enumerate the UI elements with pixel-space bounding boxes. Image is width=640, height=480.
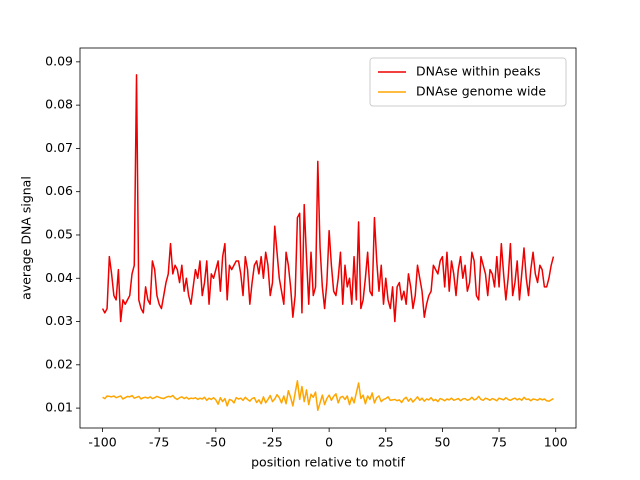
y-tick-label: 0.04 — [45, 270, 73, 285]
y-tick-label: 0.08 — [45, 97, 73, 112]
x-tick-label: -100 — [88, 435, 116, 450]
legend-label: DNAse genome wide — [416, 84, 546, 99]
x-tick-label: 75 — [491, 435, 507, 450]
y-tick-label: 0.01 — [45, 400, 73, 415]
x-axis-label: position relative to motif — [251, 455, 405, 470]
y-tick-label: 0.09 — [45, 53, 73, 68]
y-axis-label: average DNA signal — [19, 176, 34, 300]
y-tick-label: 0.06 — [45, 183, 73, 198]
x-tick-label: 0 — [325, 435, 333, 450]
legend-box — [369, 57, 567, 107]
x-tick-label: 25 — [378, 435, 394, 450]
y-tick-label: 0.05 — [45, 226, 73, 241]
legend-label: DNAse within peaks — [416, 64, 541, 79]
series-line — [101, 74, 555, 323]
series-line — [102, 380, 554, 412]
x-tick-label: -75 — [149, 435, 169, 450]
plot-frame — [79, 47, 577, 429]
x-tick-label: -50 — [206, 435, 226, 450]
x-tick-label: 50 — [434, 435, 450, 450]
y-tick-label: 0.02 — [45, 356, 73, 371]
x-tick-label: 100 — [544, 435, 568, 450]
y-tick-label: 0.07 — [45, 140, 73, 155]
y-tick-label: 0.03 — [45, 313, 73, 328]
x-tick-label: -25 — [262, 435, 282, 450]
